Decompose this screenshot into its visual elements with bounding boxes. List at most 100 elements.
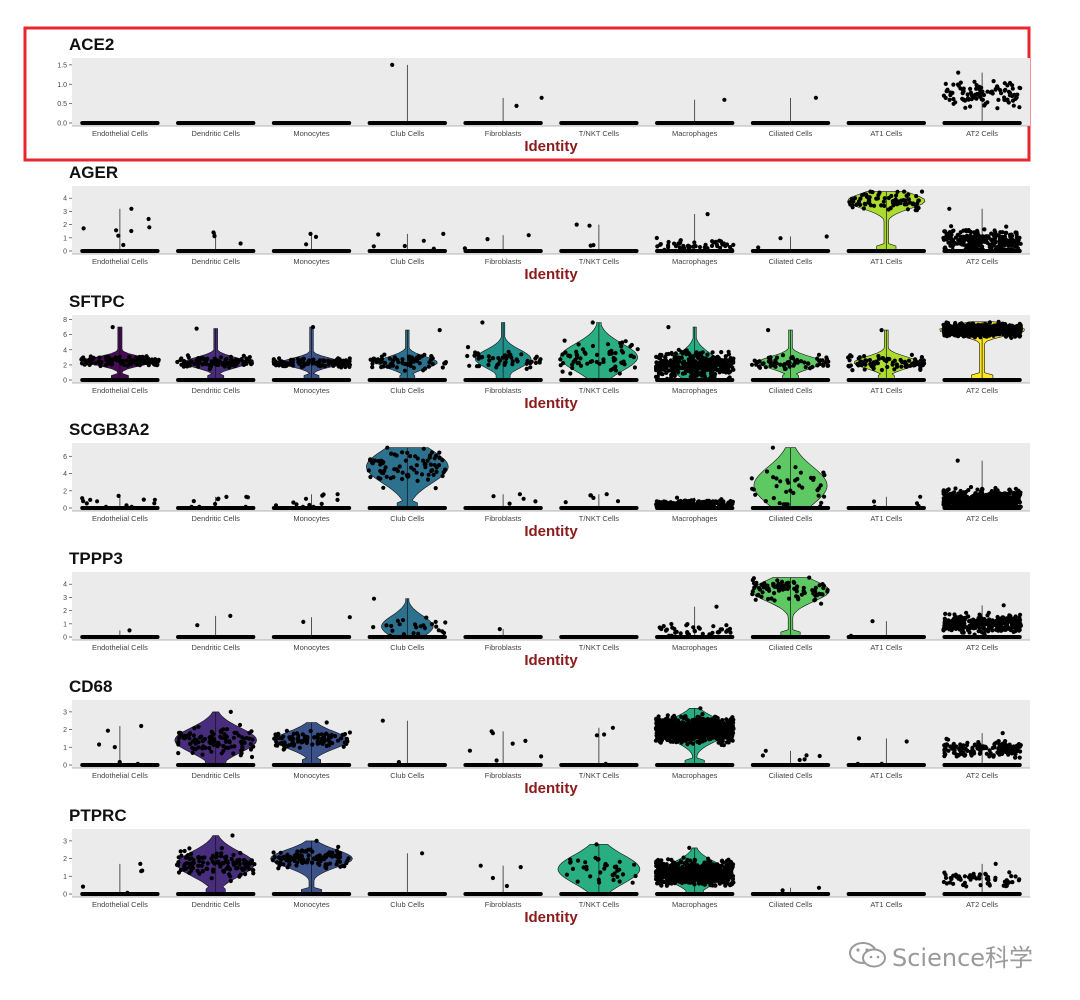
point-at2-cells — [961, 242, 966, 247]
point-fibroblasts — [533, 360, 539, 365]
point-at1-cells — [871, 499, 877, 504]
point-ciliated-cells — [805, 361, 811, 366]
point-macrophages — [669, 351, 675, 357]
point-ciliated-cells — [802, 360, 807, 365]
point-macrophages — [672, 373, 677, 378]
point-dendritic-cells — [224, 727, 230, 732]
point-monocytes — [307, 502, 312, 508]
point-ciliated-cells — [819, 500, 824, 505]
point-macrophages — [705, 360, 710, 365]
point-macrophages — [710, 350, 715, 355]
point-club-cells — [397, 622, 402, 627]
point-macrophages — [720, 241, 725, 246]
point-macrophages — [666, 245, 671, 250]
zero-points-at2-cells — [942, 121, 1022, 125]
point-at2-cells — [972, 79, 977, 84]
point-ciliated-cells — [753, 597, 758, 602]
point-at2-cells — [958, 619, 964, 624]
point-macrophages — [688, 355, 693, 360]
point-macrophages — [686, 718, 691, 723]
point-fibroblasts — [514, 357, 519, 362]
point-at1-cells — [895, 199, 900, 204]
point-ciliated-cells — [786, 360, 792, 365]
point-macrophages — [669, 633, 674, 638]
point-at2-cells — [950, 238, 956, 243]
point-t-nkt-cells — [576, 342, 581, 347]
point-club-cells — [441, 231, 446, 236]
point-monocytes — [297, 360, 302, 365]
point-dendritic-cells — [227, 740, 232, 745]
point-club-cells — [409, 465, 414, 470]
point-macrophages — [729, 356, 734, 361]
point-at2-cells — [993, 327, 998, 332]
point-at2-cells — [976, 247, 981, 252]
point-ciliated-cells — [769, 596, 774, 601]
point-club-cells — [372, 357, 377, 362]
point-ciliated-cells — [764, 586, 769, 592]
point-club-cells — [381, 485, 386, 490]
x-tick-label: Fibroblasts — [485, 129, 522, 138]
point-at2-cells — [966, 627, 971, 632]
y-tick-label: 2 — [63, 608, 67, 615]
point-endothelial-cells — [117, 354, 122, 359]
point-macrophages — [679, 355, 684, 360]
zero-points-club-cells — [367, 249, 447, 253]
point-dendritic-cells — [216, 740, 221, 746]
gene-title: SCGB3A2 — [69, 420, 149, 439]
point-dendritic-cells — [190, 745, 195, 750]
point-macrophages — [680, 351, 685, 356]
point-macrophages — [659, 371, 664, 376]
point-macrophages — [666, 368, 672, 373]
point-endothelial-cells — [79, 361, 85, 366]
point-at2-cells — [1017, 624, 1022, 630]
point-macrophages — [659, 362, 664, 367]
point-dendritic-cells — [240, 735, 245, 740]
point-fibroblasts — [478, 355, 483, 360]
point-ciliated-cells — [765, 583, 770, 588]
point-macrophages — [716, 504, 721, 509]
point-macrophages — [665, 737, 670, 743]
y-tick-label: 1.5 — [57, 62, 67, 69]
point-t-nkt-cells — [613, 368, 619, 373]
x-tick-label: Macrophages — [672, 386, 718, 395]
point-ciliated-cells — [774, 355, 780, 360]
point-ciliated-cells — [819, 601, 824, 606]
point-club-cells — [381, 460, 386, 465]
point-macrophages — [654, 235, 659, 241]
point-at2-cells — [943, 611, 948, 617]
point-at1-cells — [885, 356, 890, 361]
point-at1-cells — [918, 494, 923, 499]
point-t-nkt-cells — [623, 339, 628, 344]
point-t-nkt-cells — [585, 361, 590, 366]
point-ciliated-cells — [771, 583, 776, 588]
point-club-cells — [380, 718, 385, 723]
point-at2-cells — [955, 458, 960, 463]
point-ciliated-cells — [786, 580, 791, 585]
point-club-cells — [373, 458, 378, 463]
point-endothelial-cells — [103, 504, 109, 509]
point-macrophages — [676, 347, 681, 352]
point-monocytes — [335, 492, 340, 497]
point-at2-cells — [1010, 324, 1016, 329]
point-at2-cells — [990, 618, 995, 623]
point-at2-cells — [968, 485, 974, 490]
point-monocytes — [344, 736, 349, 742]
point-at1-cells — [862, 367, 867, 372]
point-ciliated-cells — [775, 578, 780, 583]
point-at2-cells — [952, 504, 957, 509]
point-at1-cells — [888, 206, 893, 211]
point-club-cells — [437, 328, 442, 333]
point-at1-cells — [904, 739, 909, 744]
point-ciliated-cells — [822, 494, 827, 499]
point-t-nkt-cells — [574, 355, 580, 360]
point-at2-cells — [968, 86, 973, 91]
zero-points-dendritic-cells — [176, 506, 256, 510]
zero-points-fibroblasts — [463, 378, 543, 382]
point-ciliated-cells — [749, 476, 754, 481]
point-macrophages — [684, 348, 689, 353]
point-at2-cells — [941, 628, 946, 633]
point-at2-cells — [1000, 230, 1005, 235]
zero-points-macrophages — [655, 763, 735, 767]
point-monocytes — [273, 737, 278, 742]
point-club-cells — [378, 360, 383, 365]
